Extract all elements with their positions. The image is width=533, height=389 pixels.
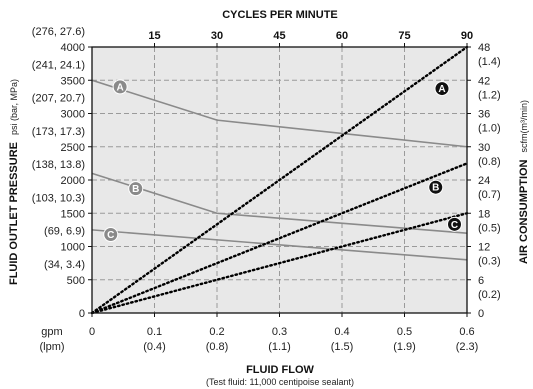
y-tick-label-7: 3500 — [61, 75, 85, 87]
top-tick-label-0: 15 — [148, 30, 160, 42]
y-tick-label-2: 1000 — [61, 242, 85, 254]
axes: 15 30 45 60 75 900 0.1(0.4)0.2(0.8)0.3(1.1)0.4… — [32, 26, 501, 353]
pressure-marker-a — [112, 79, 128, 95]
x-unit-secondary: (lpm) — [39, 341, 64, 353]
y-tick-sublabel-7: (241, 24.1) — [32, 59, 85, 71]
x-axis-subtitle: (Test fluid: 11,000 centipoise sealant) — [206, 377, 354, 387]
x-tick-label-3: 0.3 — [272, 326, 287, 338]
x-tick-sublabel-1: (0.4) — [143, 341, 166, 353]
y-tick-label-4: 2000 — [61, 175, 85, 187]
air-line-b — [90, 162, 469, 315]
x-tick-sublabel-2: (0.8) — [206, 341, 229, 353]
air-marker-b — [428, 179, 444, 195]
y-tick-label-5: 2500 — [61, 142, 85, 154]
x-tick-label-5: 0.5 — [397, 326, 412, 338]
top-tick-label-5: 90 — [461, 30, 473, 42]
y2-tick-label-6: 36 — [478, 109, 490, 121]
y-tick-sublabel-3: (103, 10.3) — [32, 192, 85, 204]
air-line-c — [90, 212, 469, 315]
pressure-curve-c — [91, 229, 468, 261]
y-tick-sublabel-4: (138, 13.8) — [32, 159, 85, 171]
y-tick-sublabel-5: (173, 17.3) — [32, 126, 85, 138]
pressure-curve-a — [91, 79, 468, 148]
y-tick-sublabel-1: (34, 3.4) — [44, 259, 85, 271]
y-axis-title: FLUID OUTLET PRESSURE psi (bar, MPa) — [4, 79, 21, 285]
y-axis-title-unit: psi (bar, MPa) — [9, 79, 19, 135]
y-tick-label-3: 1500 — [61, 208, 85, 220]
y2-tick-label-8: 48 — [478, 42, 490, 54]
x-tick-sublabel-6: (2.3) — [456, 341, 479, 353]
x-tick-label-0: 0 — [89, 326, 95, 338]
air-marker-label-b: B — [432, 183, 439, 194]
air-marker-a — [434, 81, 450, 97]
y2-tick-sublabel-2: (0.3) — [478, 256, 501, 268]
y2-tick-label-5: 30 — [478, 142, 490, 154]
top-tick-label-1: 30 — [211, 30, 223, 42]
y2-tick-label-4: 24 — [478, 175, 490, 187]
y2-tick-sublabel-1: (0.2) — [478, 289, 501, 301]
air-marker-label-a: A — [438, 84, 445, 95]
x-unit-primary: gpm — [41, 326, 62, 338]
x-tick-label-4: 0.4 — [334, 326, 349, 338]
top-axis-title: CYCLES PER MINUTE — [222, 9, 338, 21]
y2-tick-label-7: 42 — [478, 75, 490, 87]
y2-axis-title-unit: scfm(m³/min) — [519, 100, 529, 153]
air-series — [90, 45, 469, 315]
x-axis-title: FLUID FLOW — [246, 364, 314, 376]
air-marker-c — [447, 216, 462, 232]
y2-tick-label-1: 6 — [478, 275, 484, 287]
x-tick-label-1: 0.1 — [147, 326, 162, 338]
x-tick-label-6: 0.6 — [459, 326, 474, 338]
y-tick-label-0: 0 — [79, 308, 85, 320]
air-marker-label-c: C — [451, 220, 458, 231]
y-tick-sublabel-8: (276, 27.6) — [32, 26, 85, 38]
top-tick-label-4: 75 — [398, 30, 410, 42]
pressure-marker-b — [128, 181, 144, 197]
y2-tick-sublabel-3: (0.5) — [478, 222, 501, 234]
y2-tick-sublabel-4: (0.7) — [478, 189, 501, 201]
pressure-marker-label-a: A — [117, 82, 124, 93]
x-tick-label-2: 0.2 — [209, 326, 224, 338]
air-line-a — [90, 45, 469, 315]
y2-tick-label-0: 0 — [478, 308, 484, 320]
pressure-marker-label-c: C — [107, 230, 114, 241]
y2-tick-sublabel-7: (1.2) — [478, 89, 501, 101]
x-tick-sublabel-3: (1.1) — [268, 341, 291, 353]
y-tick-label-8: 4000 — [61, 42, 85, 54]
y-tick-label-1: 500 — [67, 275, 85, 287]
series-markers: A B C A B C — [103, 79, 462, 243]
y2-axis-title-bold: AIR CONSUMPTION — [518, 159, 530, 264]
x-tick-sublabel-4: (1.5) — [331, 341, 354, 353]
top-tick-label-2: 45 — [273, 30, 285, 42]
y2-tick-sublabel-8: (1.4) — [478, 56, 501, 68]
top-tick-label-3: 60 — [336, 30, 348, 42]
x-tick-sublabel-5: (1.9) — [393, 341, 416, 353]
y2-tick-sublabel-5: (0.8) — [478, 156, 501, 168]
y-tick-label-6: 3000 — [61, 109, 85, 121]
y2-tick-sublabel-6: (1.0) — [478, 123, 501, 135]
y-tick-sublabel-6: (207, 20.7) — [32, 93, 85, 105]
y-axis-title-bold: FLUID OUTLET PRESSURE — [8, 142, 20, 285]
y2-axis-title: AIR CONSUMPTION scfm(m³/min) — [514, 100, 531, 264]
y2-tick-label-2: 12 — [478, 242, 490, 254]
pressure-marker-c — [103, 227, 119, 243]
y2-tick-label-3: 18 — [478, 208, 490, 220]
pressure-marker-label-b: B — [132, 184, 139, 195]
y-tick-sublabel-2: (69, 6.9) — [44, 226, 85, 238]
